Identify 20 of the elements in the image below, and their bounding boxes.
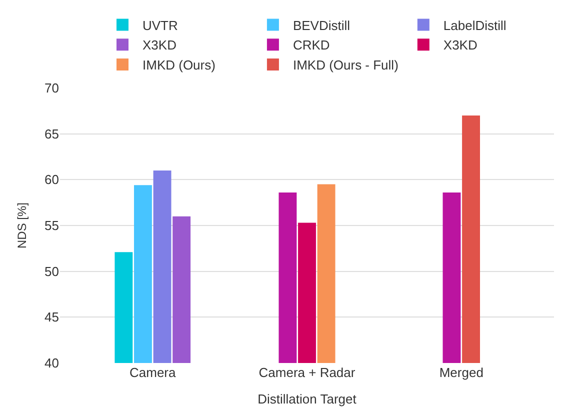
y-tick-label: 45	[44, 310, 59, 325]
legend-label: UVTR	[142, 18, 178, 33]
y-tick-label: 65	[44, 126, 59, 142]
legend-label: IMKD (Ours)	[142, 58, 216, 73]
x-tick-label: Merged	[439, 365, 484, 380]
legend-label: IMKD (Ours - Full)	[292, 58, 398, 73]
y-tick-label: 60	[44, 172, 59, 188]
legend-label: X3KD	[443, 38, 478, 53]
y-tick-label: 55	[44, 218, 59, 234]
legend-label: CRKD	[292, 38, 330, 53]
x-tick-label: Camera	[130, 365, 177, 380]
y-tick-label: 50	[44, 264, 59, 279]
x-axis-title: Distillation Target	[258, 392, 357, 407]
legend-label: BEVDistill	[292, 18, 350, 33]
x-tick-label: Camera + Radar	[258, 365, 356, 380]
y-axis-title: NDS [%]	[14, 202, 29, 249]
legend-label: LabelDistill	[443, 18, 506, 33]
y-tick-label: 70	[44, 80, 59, 96]
legend-label: X3KD	[142, 38, 176, 53]
y-tick-label: 40	[44, 356, 59, 371]
